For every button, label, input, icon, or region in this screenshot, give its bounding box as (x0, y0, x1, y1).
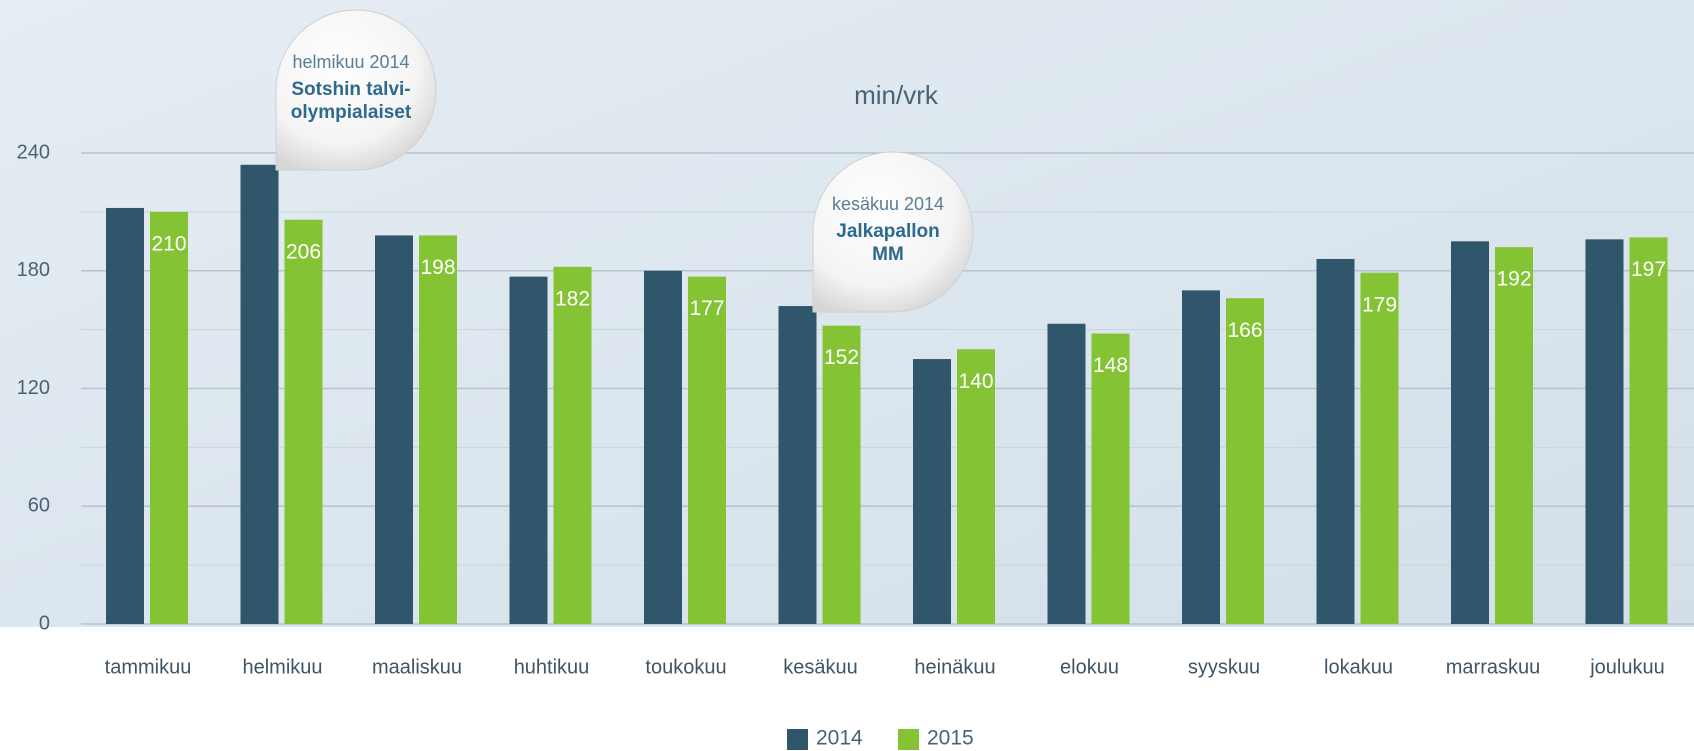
data-label: 152 (824, 346, 859, 369)
bar (1226, 298, 1264, 624)
x-tick-label: syyskuu (1188, 656, 1260, 678)
data-label: 148 (1093, 354, 1128, 377)
x-tick-label: marraskuu (1446, 656, 1540, 678)
bar (1451, 241, 1489, 624)
x-tick-label: kesäkuu (783, 656, 858, 678)
data-label: 166 (1227, 319, 1262, 342)
data-label: 182 (555, 287, 590, 310)
legend-label: 2015 (927, 727, 974, 750)
callout-text: olympialaiset (291, 102, 412, 123)
bar (553, 266, 592, 624)
callout-label: helmikuu 2014 (292, 52, 409, 72)
bar (778, 306, 817, 624)
data-label: 198 (420, 256, 455, 279)
callout: helmikuu 2014 Sotshin talvi-olympialaiset (275, 9, 437, 171)
chart-title: min/vrk (854, 80, 939, 110)
bar (150, 211, 188, 624)
data-label: 140 (958, 370, 993, 393)
x-tick-label: toukokuu (645, 656, 726, 678)
legend-swatch (787, 729, 808, 750)
bar (1360, 272, 1399, 624)
y-tick-label: 180 (17, 259, 50, 281)
bar (822, 325, 861, 624)
bar (1182, 290, 1220, 624)
bar (106, 207, 144, 624)
y-tick-label: 240 (17, 141, 50, 163)
callout-bubble (275, 9, 437, 171)
callout-text: MM (872, 244, 904, 265)
bar (688, 276, 726, 624)
y-tick-label: 120 (17, 377, 50, 399)
bar (240, 164, 279, 624)
x-tick-label: huhtikuu (514, 656, 590, 678)
data-label: 206 (286, 240, 321, 263)
callout-text: Sotshin talvi- (291, 79, 410, 100)
data-label: 192 (1496, 268, 1531, 291)
data-label: 179 (1362, 293, 1397, 316)
y-tick-label: 60 (28, 495, 50, 517)
x-tick-label: elokuu (1060, 656, 1119, 678)
x-tick-label: joulukuu (1589, 656, 1665, 678)
x-tick-label: helmikuu (242, 656, 322, 678)
bar (1091, 333, 1130, 624)
data-label: 177 (689, 297, 724, 320)
callout-label: kesäkuu 2014 (832, 194, 944, 214)
y-tick-label: 0 (39, 612, 50, 634)
bar (1629, 237, 1668, 624)
bar (419, 235, 457, 625)
callout-bubble (812, 151, 974, 313)
x-tick-label: heinäkuu (914, 656, 995, 678)
footer-background (0, 627, 1694, 751)
callout-text: Jalkapallon (836, 221, 940, 242)
x-tick-label: maaliskuu (372, 656, 462, 678)
bar (957, 349, 995, 624)
x-tick-label: lokakuu (1324, 656, 1393, 678)
bar (644, 270, 682, 624)
data-label: 197 (1631, 258, 1666, 281)
data-label: 210 (151, 232, 186, 255)
legend-swatch (898, 729, 919, 750)
bar (913, 359, 951, 624)
bar (1495, 247, 1533, 624)
bar (1047, 323, 1086, 624)
bar (1316, 258, 1355, 624)
legend-label: 2014 (816, 727, 863, 750)
bar (375, 235, 413, 625)
x-tick-label: tammikuu (105, 656, 192, 678)
bar (284, 219, 323, 624)
bar (509, 276, 548, 624)
bar (1585, 239, 1624, 624)
